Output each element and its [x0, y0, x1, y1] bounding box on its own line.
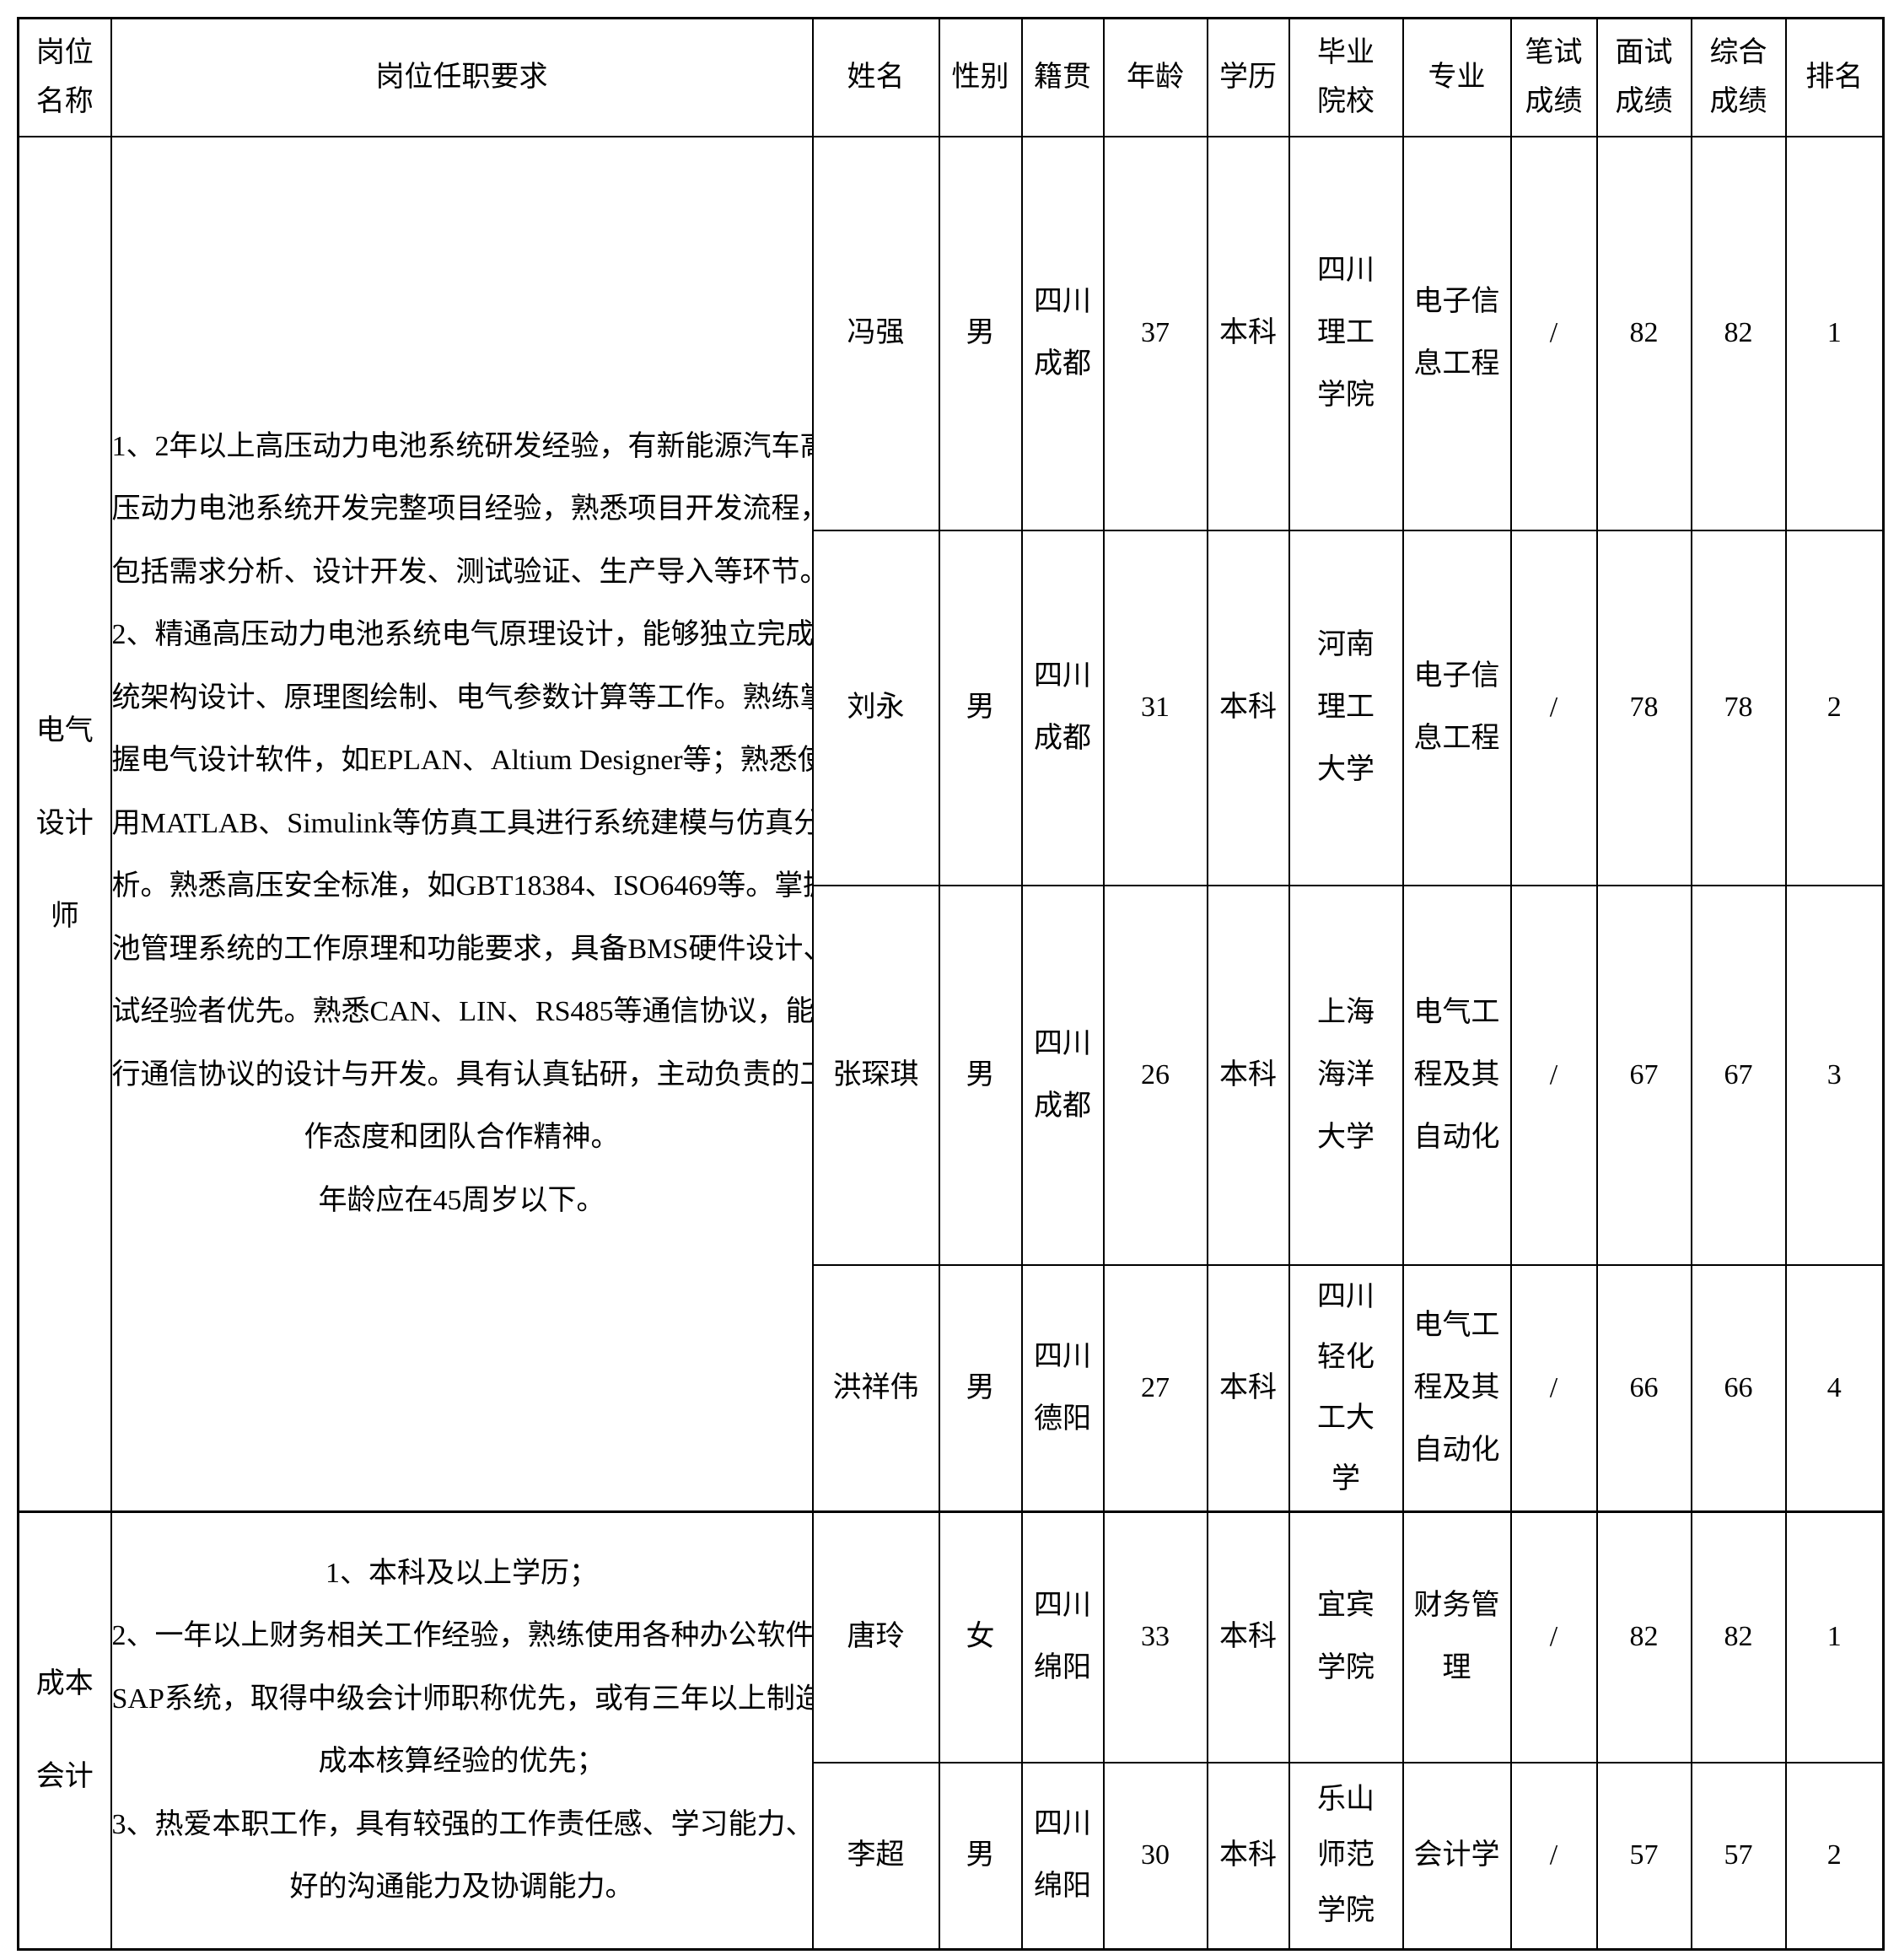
major-cell: 电气工 程及其 自动化	[1401, 884, 1512, 1266]
gender-cell: 男	[938, 529, 1023, 886]
written-score-cell: /	[1509, 135, 1598, 531]
requirements-cell: 1、本科及以上学历； 2、一年以上财务相关工作经验，熟练使用各种办公软件及 SA…	[110, 1510, 814, 1951]
school-cell: 河南 理工 大学	[1288, 529, 1404, 886]
school-cell: 上海 海洋 大学	[1288, 884, 1404, 1266]
header-overall-score: 综合 成绩	[1690, 17, 1787, 137]
table-row: 洪祥伟 男 四川 德阳 27 本科 四川 轻化 工大 学 电气工 程及其 自动化…	[19, 1263, 1885, 1513]
header-rank: 排名	[1784, 17, 1885, 137]
education-cell: 本科	[1206, 1761, 1290, 1951]
header-interview-score: 面试 成绩	[1595, 17, 1692, 137]
major-cell: 会计学	[1401, 1761, 1512, 1951]
header-major: 专业	[1401, 17, 1512, 137]
native-place-cell: 四川 绵阳	[1020, 1510, 1105, 1763]
gender-cell: 男	[938, 135, 1023, 531]
header-position: 岗位 名称	[17, 17, 112, 137]
gender-cell: 女	[938, 1510, 1023, 1763]
gender-cell: 男	[938, 884, 1023, 1266]
gender-cell: 男	[938, 1263, 1023, 1513]
header-row: 岗位 名称 岗位任职要求 姓名 性别 籍贯 年龄 学历 毕业 院校 专业 笔试 …	[17, 17, 1885, 137]
header-gender: 性别	[938, 17, 1023, 137]
header-age: 年龄	[1102, 17, 1208, 137]
header-written-score: 笔试 成绩	[1509, 17, 1598, 137]
education-cell: 本科	[1206, 1510, 1290, 1763]
school-cell: 宜宾 学院	[1288, 1510, 1404, 1763]
recruitment-results-table: 岗位 名称 岗位任职要求 姓名 性别 籍贯 年龄 学历 毕业 院校 专业 笔试 …	[17, 17, 1885, 1951]
school-cell: 四川 轻化 工大 学	[1288, 1263, 1404, 1513]
gender-cell: 男	[938, 1761, 1023, 1951]
position-name-cell: 成本 会计	[17, 1510, 112, 1951]
native-place-cell: 四川 成都	[1020, 884, 1105, 1266]
rank-cell: 4	[1784, 1263, 1885, 1513]
table-row: 李超 男 四川 绵阳 30 本科 乐山 师范 学院 会计学 / 57 57 2	[19, 1761, 1885, 1951]
native-place-cell: 四川 成都	[1020, 135, 1105, 531]
native-place-cell: 四川 绵阳	[1020, 1761, 1105, 1951]
age-cell: 31	[1102, 529, 1208, 886]
native-place-cell: 四川 德阳	[1020, 1263, 1105, 1513]
header-education: 学历	[1206, 17, 1290, 137]
candidate-name-cell: 洪祥伟	[811, 1263, 940, 1513]
age-cell: 37	[1102, 135, 1208, 531]
written-score-cell: /	[1509, 1761, 1598, 1951]
table-row: 刘永 男 四川 成都 31 本科 河南 理工 大学 电子信 息工程 / 78 7…	[19, 529, 1885, 886]
candidate-name-cell: 张琛琪	[811, 884, 940, 1266]
table-row: 张琛琪 男 四川 成都 26 本科 上海 海洋 大学 电气工 程及其 自动化 /…	[19, 884, 1885, 1266]
candidate-name-cell: 李超	[811, 1761, 940, 1951]
table-row: 电气 设计 师 1、2年以上高压动力电池系统研发经验，有新能源汽车高 压动力电池…	[17, 135, 1885, 1513]
candidate-name-cell: 刘永	[811, 529, 940, 886]
interview-score-cell: 57	[1595, 1761, 1692, 1951]
overall-score-cell: 82	[1690, 135, 1787, 531]
major-cell: 电子信 息工程	[1401, 135, 1512, 531]
header-school: 毕业 院校	[1288, 17, 1404, 137]
position-name-cell: 电气 设计 师	[17, 135, 112, 1513]
interview-score-cell: 78	[1595, 529, 1692, 886]
rank-cell: 1	[1784, 1510, 1885, 1763]
written-score-cell: /	[1509, 884, 1598, 1266]
header-requirements: 岗位任职要求	[110, 17, 814, 137]
overall-score-cell: 66	[1690, 1263, 1787, 1513]
age-cell: 30	[1102, 1761, 1208, 1951]
header-native-place: 籍贯	[1020, 17, 1105, 137]
rank-cell: 2	[1784, 529, 1885, 886]
overall-score-cell: 57	[1690, 1761, 1787, 1951]
header-name: 姓名	[811, 17, 940, 137]
rank-cell: 3	[1784, 884, 1885, 1266]
education-cell: 本科	[1206, 884, 1290, 1266]
native-place-cell: 四川 成都	[1020, 529, 1105, 886]
age-cell: 33	[1102, 1510, 1208, 1763]
table-row: 成本 会计 1、本科及以上学历； 2、一年以上财务相关工作经验，熟练使用各种办公…	[17, 1510, 1885, 1951]
written-score-cell: /	[1509, 529, 1598, 886]
age-cell: 27	[1102, 1263, 1208, 1513]
school-cell: 四川 理工 学院	[1288, 135, 1404, 531]
school-cell: 乐山 师范 学院	[1288, 1761, 1404, 1951]
interview-score-cell: 82	[1595, 1510, 1692, 1763]
education-cell: 本科	[1206, 135, 1290, 531]
candidate-name-cell: 唐玲	[811, 1510, 940, 1763]
rank-cell: 2	[1784, 1761, 1885, 1951]
overall-score-cell: 78	[1690, 529, 1787, 886]
overall-score-cell: 82	[1690, 1510, 1787, 1763]
overall-score-cell: 67	[1690, 884, 1787, 1266]
interview-score-cell: 66	[1595, 1263, 1692, 1513]
rank-cell: 1	[1784, 135, 1885, 531]
requirements-cell: 1、2年以上高压动力电池系统研发经验，有新能源汽车高 压动力电池系统开发完整项目…	[110, 135, 814, 1513]
major-cell: 财务管 理	[1401, 1510, 1512, 1763]
candidate-name-cell: 冯强	[811, 135, 940, 531]
major-cell: 电子信 息工程	[1401, 529, 1512, 886]
education-cell: 本科	[1206, 529, 1290, 886]
written-score-cell: /	[1509, 1510, 1598, 1763]
major-cell: 电气工 程及其 自动化	[1401, 1263, 1512, 1513]
interview-score-cell: 82	[1595, 135, 1692, 531]
interview-score-cell: 67	[1595, 884, 1692, 1266]
written-score-cell: /	[1509, 1263, 1598, 1513]
education-cell: 本科	[1206, 1263, 1290, 1513]
age-cell: 26	[1102, 884, 1208, 1266]
